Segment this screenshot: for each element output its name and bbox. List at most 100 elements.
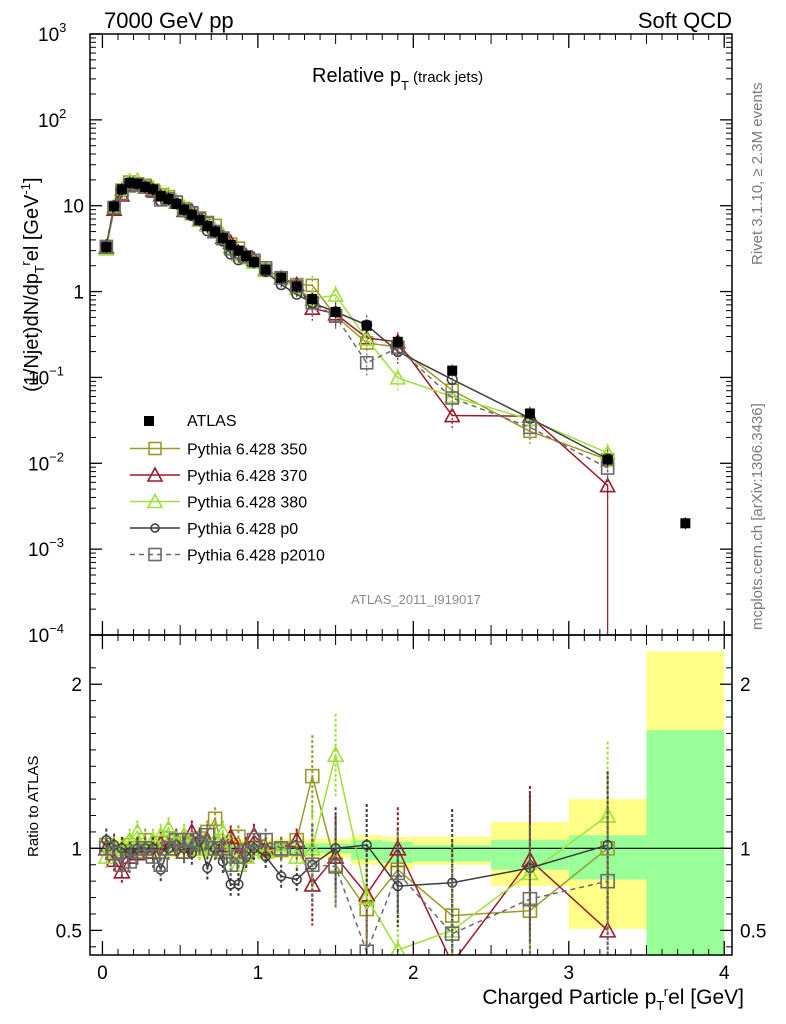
ratio-marker	[176, 844, 192, 859]
ratio-marker	[145, 849, 161, 864]
ratio-marker	[207, 811, 223, 827]
atlas-data-point	[330, 306, 341, 317]
ratio-marker	[198, 835, 217, 853]
ratio-marker	[598, 921, 617, 938]
ratio-marker	[328, 859, 343, 874]
ratio-series-line	[105, 833, 608, 954]
x-axis-label: Charged Particle pTrel [GeV]	[482, 984, 744, 1013]
main-y-tick-label: 10−1	[28, 363, 64, 389]
main-y-tick-label: 10−4	[28, 621, 64, 647]
atlas-data-point	[101, 242, 112, 253]
main-y-tick-exp: −3	[49, 535, 64, 550]
atlas-data-point	[276, 272, 287, 283]
ratio-marker	[258, 832, 273, 848]
x-tick-label: 0	[97, 963, 108, 984]
x-tick-label: 2	[408, 963, 419, 984]
ratio-marker	[357, 888, 376, 905]
legend-label-atlas: ATLAS	[187, 413, 237, 430]
main-marker	[359, 356, 374, 370]
ratio-marker	[233, 879, 244, 890]
ratio-marker	[137, 841, 153, 856]
main-marker	[327, 286, 344, 302]
main-y-tick-base: 10	[28, 454, 49, 475]
atlas-data-point	[248, 257, 259, 268]
header-right: Soft QCD	[638, 8, 732, 33]
atlas-data-point	[124, 177, 135, 188]
legend-marker	[146, 466, 164, 482]
ratio-marker	[600, 873, 615, 889]
atlas-data-point	[307, 293, 318, 304]
x-axis: 0 1 2 3 4	[97, 34, 730, 984]
ratio-marker	[289, 841, 305, 856]
ratio-frame	[89, 634, 733, 956]
main-series-group	[97, 171, 616, 499]
ratio-y-label: Ratio to ATLAS	[25, 756, 42, 857]
legend-label: Pythia 6.428 p2010	[187, 548, 325, 565]
ratio-marker	[273, 841, 289, 856]
ratio-y-axis: 2 2 1 1 0.5 0.5	[56, 667, 766, 948]
ratio-marker	[451, 954, 453, 955]
main-y-tick-label: 102	[38, 106, 66, 132]
ratio-y-tick-label: 2	[71, 675, 82, 696]
ratio-marker	[153, 857, 169, 873]
atlas-data-point	[524, 408, 535, 419]
main-marker	[358, 330, 376, 346]
atlas-data-point	[163, 193, 174, 204]
ratio-y-tick-label-right: 0.5	[740, 921, 766, 942]
atlas-data-point	[260, 264, 271, 275]
ratio-y-tick-label: 0.5	[56, 921, 82, 942]
ratio-marker	[168, 832, 184, 848]
atlas-data-point	[241, 250, 252, 261]
x-tick-label: 4	[719, 963, 730, 984]
main-y-tick-base: 10	[38, 111, 59, 132]
main-y-tick-base: 10	[28, 368, 49, 389]
header-left: 7000 GeV pp	[104, 8, 234, 33]
ratio-series-4	[99, 807, 615, 955]
ratio-marker	[223, 857, 238, 873]
atlas-data-point	[186, 209, 197, 220]
ratio-marker	[207, 841, 223, 856]
atlas-data-point	[217, 233, 228, 244]
main-y-tick-exp: −1	[49, 363, 64, 378]
ratio-marker	[361, 839, 372, 851]
ratio-marker	[326, 745, 345, 763]
atlas-data-point	[179, 204, 190, 215]
main-y-tick-base: 10	[28, 540, 49, 561]
atlas-data-point	[680, 518, 691, 529]
main-y-tick-label: 10	[63, 197, 84, 218]
ratio-marker	[287, 847, 306, 864]
mcplots-label: mcplots.cern.ch [arXiv:1306.3436]	[749, 403, 766, 630]
main-y-tick-label: 103	[38, 20, 66, 46]
legend-marker	[148, 547, 162, 562]
rivet-label: Rivet 3.1.10, ≥ 2.3M events	[749, 83, 766, 266]
main-y-tick-label: 10−3	[28, 535, 64, 561]
ratio-marker	[522, 891, 538, 907]
analysis-tag: ATLAS_2011_I919017	[351, 592, 481, 607]
ratio-marker	[238, 844, 254, 859]
main-y-tick-base: 10	[38, 25, 59, 46]
atlas-data-point	[116, 184, 127, 195]
atlas-data-point	[392, 336, 403, 347]
ratio-marker	[184, 832, 200, 848]
ratio-marker	[192, 836, 207, 851]
ratio-marker	[200, 827, 215, 843]
ratio-marker	[229, 855, 248, 873]
ratio-marker	[114, 857, 130, 873]
atlas-data-point	[210, 226, 221, 237]
atlas-data-point	[140, 182, 151, 193]
main-y-tick-base: 10	[63, 197, 84, 218]
main-marker	[113, 186, 131, 202]
ratio-marker	[256, 839, 275, 856]
main-y-tick-label: 10−2	[28, 449, 64, 475]
ratio-marker	[256, 842, 275, 859]
main-marker	[389, 369, 407, 385]
ratio-marker	[225, 879, 236, 890]
main-y-tick-exp: −2	[49, 449, 64, 464]
ratio-marker	[304, 857, 320, 873]
ratio-marker	[359, 944, 374, 955]
x-tick-label: 1	[253, 963, 264, 984]
legend-marker	[150, 523, 160, 533]
